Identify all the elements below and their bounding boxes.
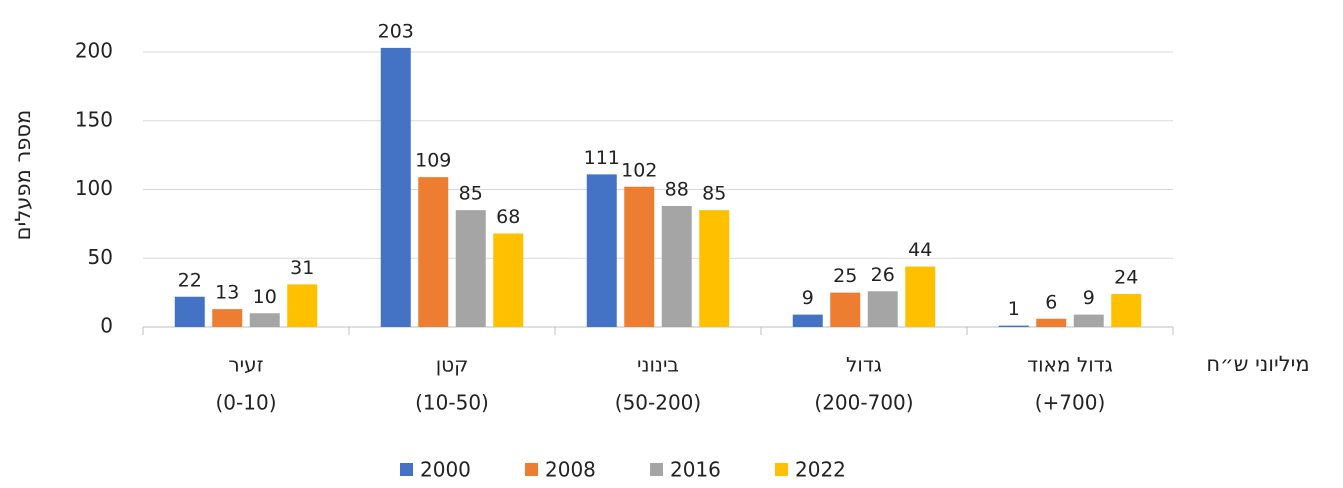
x-tick-label: (200-700)	[814, 391, 913, 415]
value-label: 88	[665, 179, 689, 201]
bar	[212, 309, 243, 327]
value-label: 26	[871, 264, 895, 286]
x-tick-label: בינוני	[637, 353, 679, 377]
legend-swatch	[775, 463, 788, 476]
y-tick-label: 150	[75, 107, 113, 131]
value-label: 109	[415, 150, 451, 172]
x-tick-label: (+700)	[1035, 391, 1106, 415]
legend-label: 2008	[545, 458, 596, 482]
bar	[905, 266, 936, 327]
value-label: 68	[496, 206, 520, 228]
bar	[998, 325, 1029, 327]
bar	[418, 177, 449, 327]
bar	[249, 313, 280, 327]
x-axis-label: מיליוני ש״ח	[1206, 352, 1309, 376]
legend-label: 2016	[670, 458, 721, 482]
y-axis-label: מספר מפעלים	[11, 110, 35, 241]
bar	[455, 210, 486, 327]
value-label: 22	[178, 269, 202, 291]
value-label: 85	[702, 183, 726, 205]
bar	[867, 291, 898, 327]
value-label: 203	[378, 20, 414, 42]
bar	[661, 206, 692, 327]
y-tick-label: 0	[100, 314, 113, 338]
bar	[792, 314, 823, 327]
bar	[380, 47, 411, 327]
value-label: 6	[1045, 291, 1057, 313]
legend-label: 2022	[795, 458, 846, 482]
value-label: 1	[1008, 298, 1020, 320]
value-label: 9	[802, 287, 814, 309]
value-label: 44	[908, 239, 932, 261]
y-tick-label: 200	[75, 39, 113, 63]
value-label: 10	[253, 286, 277, 308]
x-tick-label: (0-10)	[216, 391, 277, 415]
y-tick-label: 50	[88, 245, 113, 269]
x-tick-label: זעיר	[228, 353, 263, 377]
y-tick-label: 100	[75, 176, 113, 200]
x-tick-label: גדול מאוד	[1027, 353, 1113, 377]
value-label: 111	[584, 147, 620, 169]
bar	[1073, 314, 1104, 327]
bar	[586, 174, 617, 327]
bar	[174, 296, 205, 327]
bar	[287, 284, 318, 327]
bar	[624, 186, 655, 327]
x-tick-label: קטן	[436, 353, 469, 377]
value-label: 9	[1083, 287, 1095, 309]
legend-swatch	[650, 463, 663, 476]
bar	[1036, 318, 1067, 327]
value-label: 31	[290, 257, 314, 279]
value-label: 85	[459, 183, 483, 205]
legend-label: 2000	[420, 458, 471, 482]
bar	[493, 233, 524, 327]
legend-swatch	[525, 463, 538, 476]
bar	[830, 292, 861, 327]
value-label: 24	[1114, 267, 1138, 289]
bar	[1111, 294, 1142, 327]
x-tick-label: גדול	[846, 353, 882, 377]
value-label: 102	[621, 159, 657, 181]
x-tick-label: (10-50)	[415, 391, 489, 415]
value-label: 13	[215, 282, 239, 304]
legend-swatch	[400, 463, 413, 476]
value-label: 25	[833, 265, 857, 287]
bar	[699, 210, 730, 327]
x-tick-label: (50-200)	[615, 391, 701, 415]
